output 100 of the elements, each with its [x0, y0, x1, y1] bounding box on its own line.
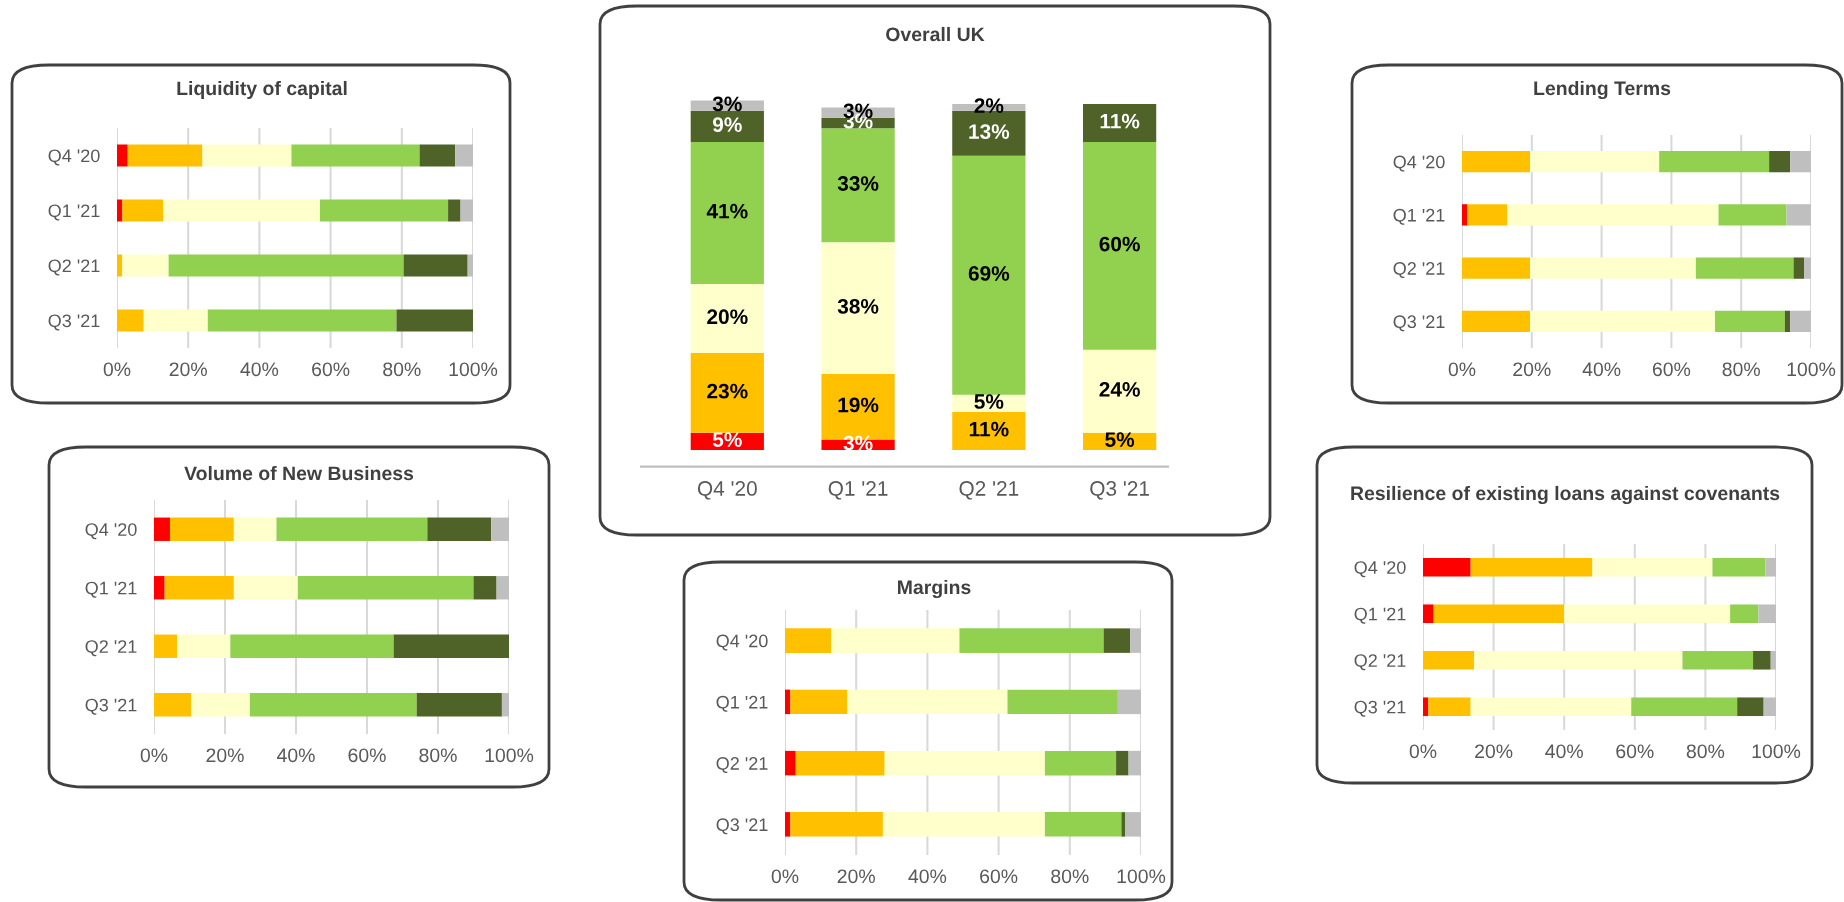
data-label: 5% [1105, 432, 1135, 447]
bar [448, 199, 461, 222]
bar [1083, 142, 1157, 350]
bar [1462, 310, 1531, 333]
x-tick-label: 60% [348, 748, 386, 763]
x-tick-label: 60% [1652, 362, 1691, 377]
bar [473, 576, 497, 600]
bar [1758, 604, 1776, 624]
data-label: 11% [969, 421, 1009, 437]
x-tick-label: 40% [276, 748, 315, 763]
bar [230, 634, 394, 658]
bar [884, 750, 1045, 776]
x-tick-label: Q3 '21 [1090, 481, 1149, 500]
bar [1530, 310, 1716, 333]
bar [1130, 628, 1141, 653]
bar [1117, 689, 1141, 715]
x-tick-label: 100% [485, 748, 534, 763]
bar [1103, 628, 1131, 653]
x-tick-label: 40% [240, 362, 279, 377]
bar [1470, 697, 1632, 717]
data-label: 33% [837, 176, 879, 191]
bar [690, 283, 764, 354]
data-label: 60% [1099, 236, 1140, 252]
bar [1083, 349, 1157, 433]
bar [1462, 204, 1468, 226]
y-tick-label: Q4 '20 [1393, 155, 1445, 172]
bar [882, 812, 1045, 837]
x-tick-label: 100% [449, 362, 498, 377]
x-tick-label: 100% [1117, 869, 1166, 884]
y-tick-label: Q4 '20 [1354, 561, 1406, 578]
bar [291, 144, 420, 167]
bar [117, 144, 128, 167]
bar [154, 693, 192, 717]
bar [177, 634, 231, 658]
x-tick-label: 20% [206, 748, 244, 763]
bar [1507, 204, 1719, 226]
y-tick-label: Q1 '21 [48, 204, 100, 221]
x-tick-label: 80% [1686, 744, 1725, 759]
bar [163, 199, 320, 222]
x-tick-label: Q1 '21 [828, 481, 888, 500]
x-tick-label: 80% [383, 362, 421, 377]
y-tick-label: Q3 '21 [716, 818, 768, 835]
y-tick-label: Q1 '21 [1354, 607, 1406, 624]
bar [831, 628, 960, 653]
x-tick-label: 20% [1513, 362, 1551, 377]
bar [1763, 697, 1776, 717]
x-tick-label: 20% [1475, 744, 1513, 759]
bar [1592, 557, 1713, 577]
y-tick-label: Q3 '21 [48, 314, 100, 331]
bar [1659, 150, 1770, 173]
x-tick-label: 0% [1409, 744, 1437, 759]
bar [169, 517, 234, 541]
bar [427, 517, 492, 541]
bar [952, 155, 1026, 395]
bar [1467, 204, 1508, 226]
bar [403, 254, 468, 277]
bar [952, 411, 1026, 450]
bar [1474, 650, 1683, 670]
x-tick-label: 60% [980, 869, 1018, 884]
data-label: 3% [843, 435, 873, 451]
data-label: 9% [712, 117, 742, 133]
bar [1564, 604, 1731, 624]
bar [1083, 103, 1157, 142]
bar [1753, 650, 1771, 670]
bar [496, 576, 509, 600]
bar [1433, 604, 1565, 624]
chart-title: Margins [898, 579, 971, 599]
bar [790, 689, 848, 715]
data-label: 38% [837, 298, 879, 314]
y-tick-label: Q4 '20 [716, 634, 768, 651]
bar [202, 144, 292, 167]
bar [1793, 257, 1805, 279]
bar [419, 144, 456, 167]
bar [1044, 750, 1117, 776]
bar [1530, 257, 1696, 279]
x-tick-label: 100% [1752, 744, 1801, 759]
bar [1470, 557, 1593, 577]
bar [491, 517, 509, 541]
bar [154, 517, 170, 541]
bar [154, 634, 178, 658]
x-tick-label: 40% [1545, 744, 1583, 759]
bar [690, 353, 764, 433]
y-tick-label: Q3 '21 [1393, 315, 1445, 332]
data-label: 13% [969, 124, 1010, 139]
bar [319, 199, 449, 222]
y-tick-label: Q2 '21 [1354, 654, 1406, 671]
bar [501, 693, 509, 717]
bar [460, 199, 473, 222]
bar [790, 812, 883, 837]
data-label: 5% [974, 394, 1004, 409]
x-tick-label: 40% [1582, 362, 1621, 377]
bar [1423, 557, 1471, 577]
bar [1007, 689, 1118, 715]
bar [1128, 750, 1141, 776]
y-tick-label: Q2 '21 [48, 259, 100, 276]
bar [1718, 204, 1787, 226]
data-label: 2% [974, 98, 1004, 113]
bar [1116, 750, 1129, 776]
bar [1770, 650, 1776, 670]
bar [795, 750, 885, 776]
